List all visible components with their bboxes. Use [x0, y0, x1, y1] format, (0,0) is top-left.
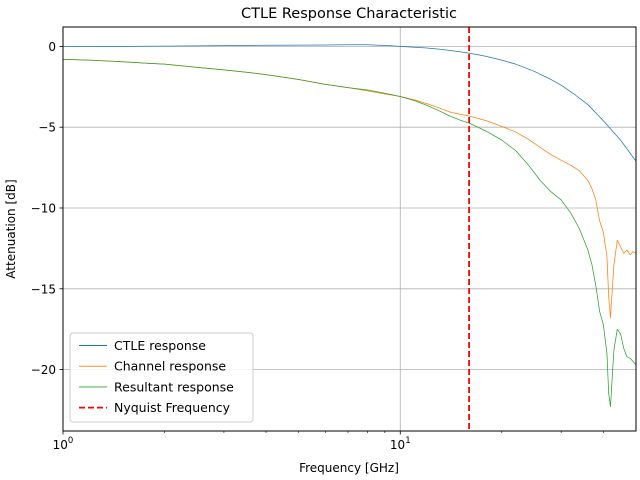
y-tick-label: −15 — [31, 282, 56, 296]
y-tick-label: −20 — [31, 363, 56, 377]
x-tick-label: 101 — [390, 436, 411, 452]
y-axis-label: Attenuation [dB] — [4, 179, 18, 278]
legend-box — [69, 332, 254, 423]
y-tick-label: 0 — [48, 40, 56, 54]
legend: CTLE response Channel response Resultant r… — [69, 332, 254, 423]
y-axis: 0 −5 −10 −15 −20 — [31, 40, 63, 377]
x-tick-label: 100 — [53, 436, 74, 452]
legend-label: Resultant response — [114, 379, 234, 394]
series-line-2 — [62, 58, 637, 319]
chart-title: CTLE Response Characteristic — [241, 6, 457, 22]
x-axis: 100 101 — [53, 431, 604, 452]
x-axis-label: Frequency [GHz] — [299, 461, 399, 475]
legend-label: Channel response — [114, 359, 226, 374]
y-tick-label: −5 — [38, 121, 56, 135]
plot-area — [62, 27, 637, 431]
series-line-3 — [62, 58, 637, 408]
axes-frame — [62, 26, 637, 432]
legend-label: Nyquist Frequency — [114, 400, 231, 415]
legend-label: CTLE response — [114, 338, 206, 353]
y-tick-label: −10 — [31, 201, 56, 215]
series-line-1 — [63, 44, 637, 162]
